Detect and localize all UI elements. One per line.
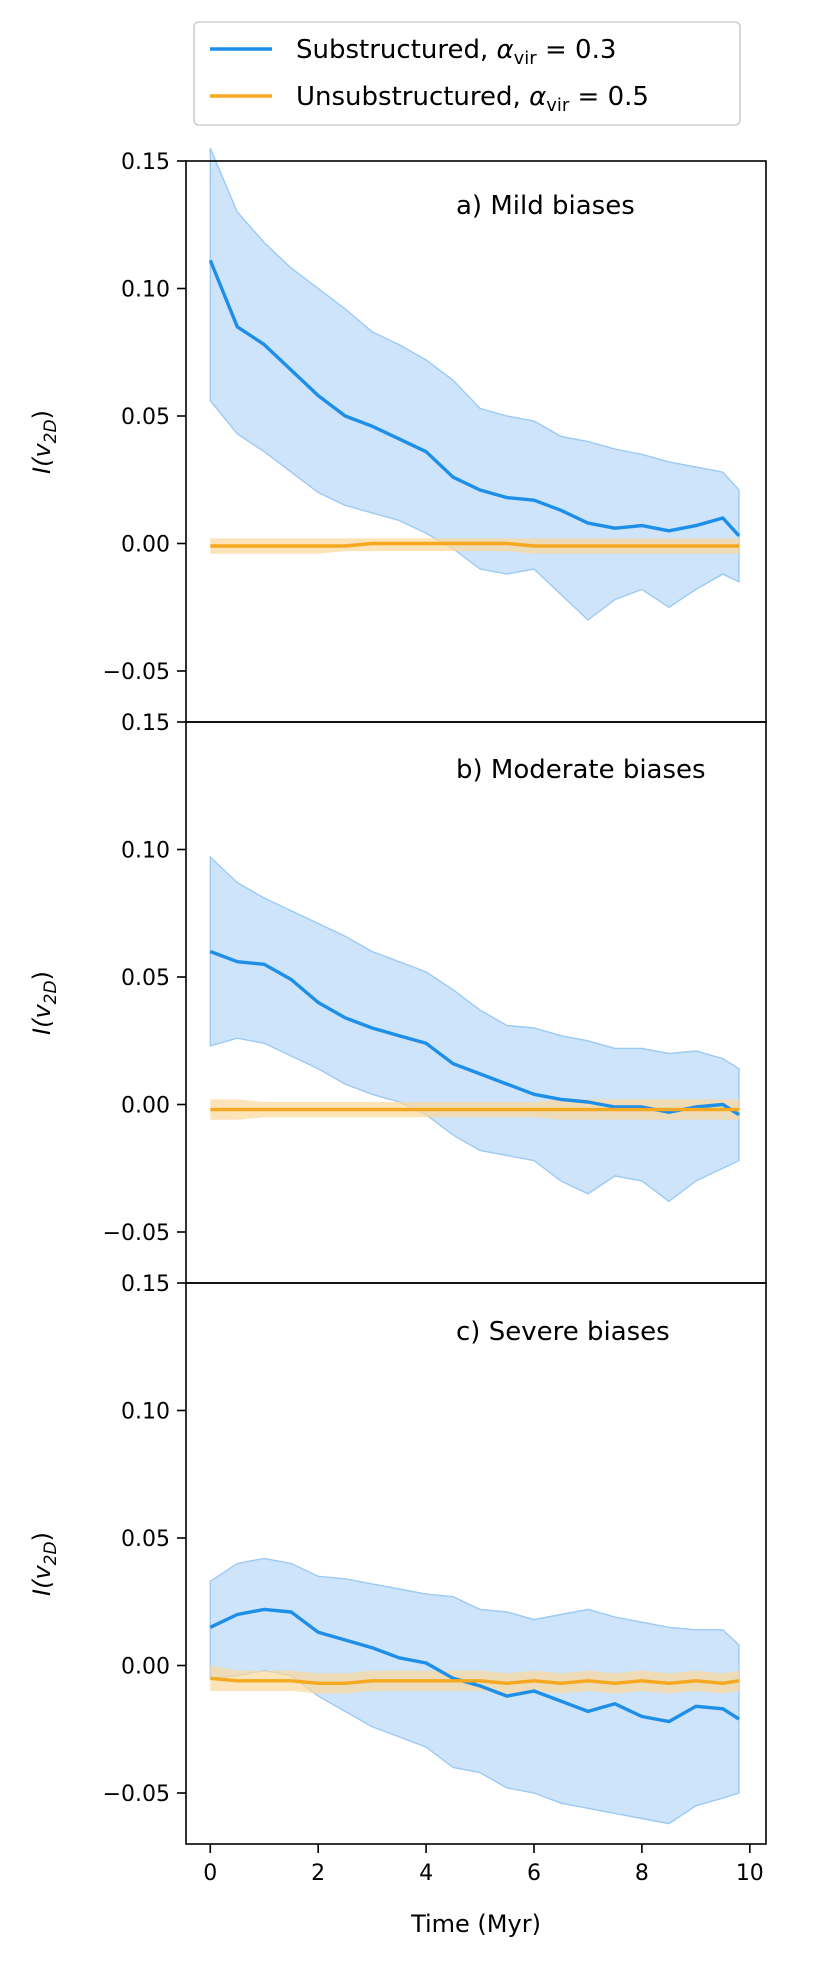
x-tick-label: 6: [527, 1861, 541, 1886]
y-tick-label: 0.15: [121, 711, 170, 736]
panel-title-b: b) Moderate biases: [456, 755, 706, 785]
unsubstructured-line-a: [210, 541, 739, 548]
y-tick-label: 0.05: [121, 405, 170, 430]
y-axis-ticks-c: −0.05 0.00 0.05 0.10 0.15: [103, 1272, 186, 1807]
legend: Substructured, αvir = 0.3 Unsubstructure…: [193, 21, 741, 126]
y-axis-ticks-a: −0.05 0.00 0.05 0.10 0.15: [103, 150, 186, 685]
y-tick-label: 0.05: [121, 1527, 170, 1552]
substructured-band-b: [209, 855, 740, 1203]
y-tick-label: 0.00: [121, 533, 170, 558]
panel-b: −0.05 0.00 0.05 0.10 0.15 b) Moderate biases…: [28, 711, 767, 1284]
y-tick-label: 0.15: [121, 1272, 170, 1297]
y-axis-label-a: I(v2D): [28, 410, 61, 474]
y-tick-label: −0.05: [103, 1782, 170, 1807]
y-axis-label-c: I(v2D): [28, 1532, 61, 1596]
legend-box: [193, 21, 741, 126]
x-axis-label: Time (Myr): [410, 1910, 541, 1938]
x-tick-label: 0: [203, 1861, 217, 1886]
legend-label-unsubstructured: Unsubstructured, αvir = 0.5: [296, 82, 649, 116]
panel-c: −0.05 0.00 0.05 0.10 0.15 c) Severe biases I…: [28, 1272, 767, 1845]
plot-frame-c: [185, 1282, 767, 1845]
y-tick-label: 0.00: [121, 1655, 170, 1680]
y-axis-label-b: I(v2D): [28, 971, 61, 1035]
panel-title-c: c) Severe biases: [456, 1317, 670, 1347]
x-tick-label: 8: [635, 1861, 649, 1886]
x-axis-ticks: 0 2 4 6 8 10: [203, 1844, 764, 1886]
y-tick-label: 0.15: [121, 150, 170, 175]
substructured-line-c: [209, 1607, 740, 1724]
x-tick-label: 4: [419, 1861, 433, 1886]
y-tick-label: 0.10: [121, 839, 170, 864]
legend-label-substructured: Substructured, αvir = 0.3: [296, 35, 616, 69]
y-tick-label: 0.00: [121, 1094, 170, 1119]
y-tick-label: 0.05: [121, 966, 170, 991]
y-tick-label: −0.05: [103, 1221, 170, 1246]
panel-title-a: a) Mild biases: [456, 191, 635, 221]
x-tick-label: 10: [736, 1861, 764, 1886]
y-tick-label: 0.10: [121, 278, 170, 303]
x-tick-label: 2: [311, 1861, 325, 1886]
substructured-band-a: [209, 148, 740, 621]
y-tick-label: −0.05: [103, 660, 170, 685]
unsubstructured-line-c: [210, 1676, 740, 1686]
y-axis-ticks-b: −0.05 0.00 0.05 0.10 0.15: [103, 711, 186, 1246]
unsubstructured-band-a: [210, 538, 740, 554]
y-tick-label: 0.10: [121, 1400, 170, 1425]
substructured-line-a: [208, 259, 741, 537]
panel-a: −0.05 0.00 0.05 0.10 0.15 a) Mild biases I(v…: [28, 148, 767, 723]
